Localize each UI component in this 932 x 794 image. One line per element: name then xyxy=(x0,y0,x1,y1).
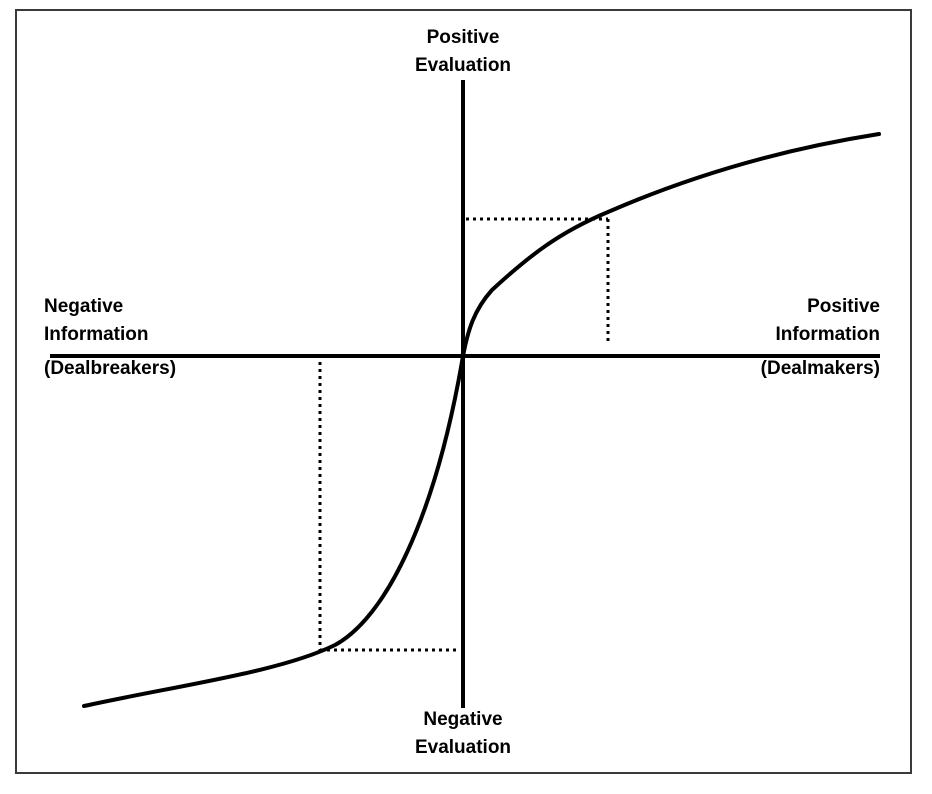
bottom-axis-label: Negative Evaluation xyxy=(393,706,533,762)
bottom-axis-label-line-2: Evaluation xyxy=(414,737,512,758)
left-axis-label-line-1: Negative xyxy=(44,296,124,317)
left-axis-label: Negative Information (Dealbreakers) xyxy=(44,293,244,383)
evaluation-curve xyxy=(82,132,881,708)
right-axis-label-line-2: Information xyxy=(775,324,881,345)
left-axis-label-line-3: (Dealbreakers) xyxy=(44,358,177,379)
bottom-axis-label-line-1: Negative xyxy=(423,709,503,730)
top-axis-label: Positive Evaluation xyxy=(393,24,533,80)
left-axis-label-line-2: Information xyxy=(44,324,149,345)
right-axis-label-line-1: Positive xyxy=(807,296,880,317)
right-axis-label: Positive Information (Dealmakers) xyxy=(680,293,880,383)
right-axis-label-line-3: (Dealmakers) xyxy=(760,358,880,379)
top-axis-label-line-2: Evaluation xyxy=(414,55,512,76)
top-axis-label-line-1: Positive xyxy=(426,27,500,48)
